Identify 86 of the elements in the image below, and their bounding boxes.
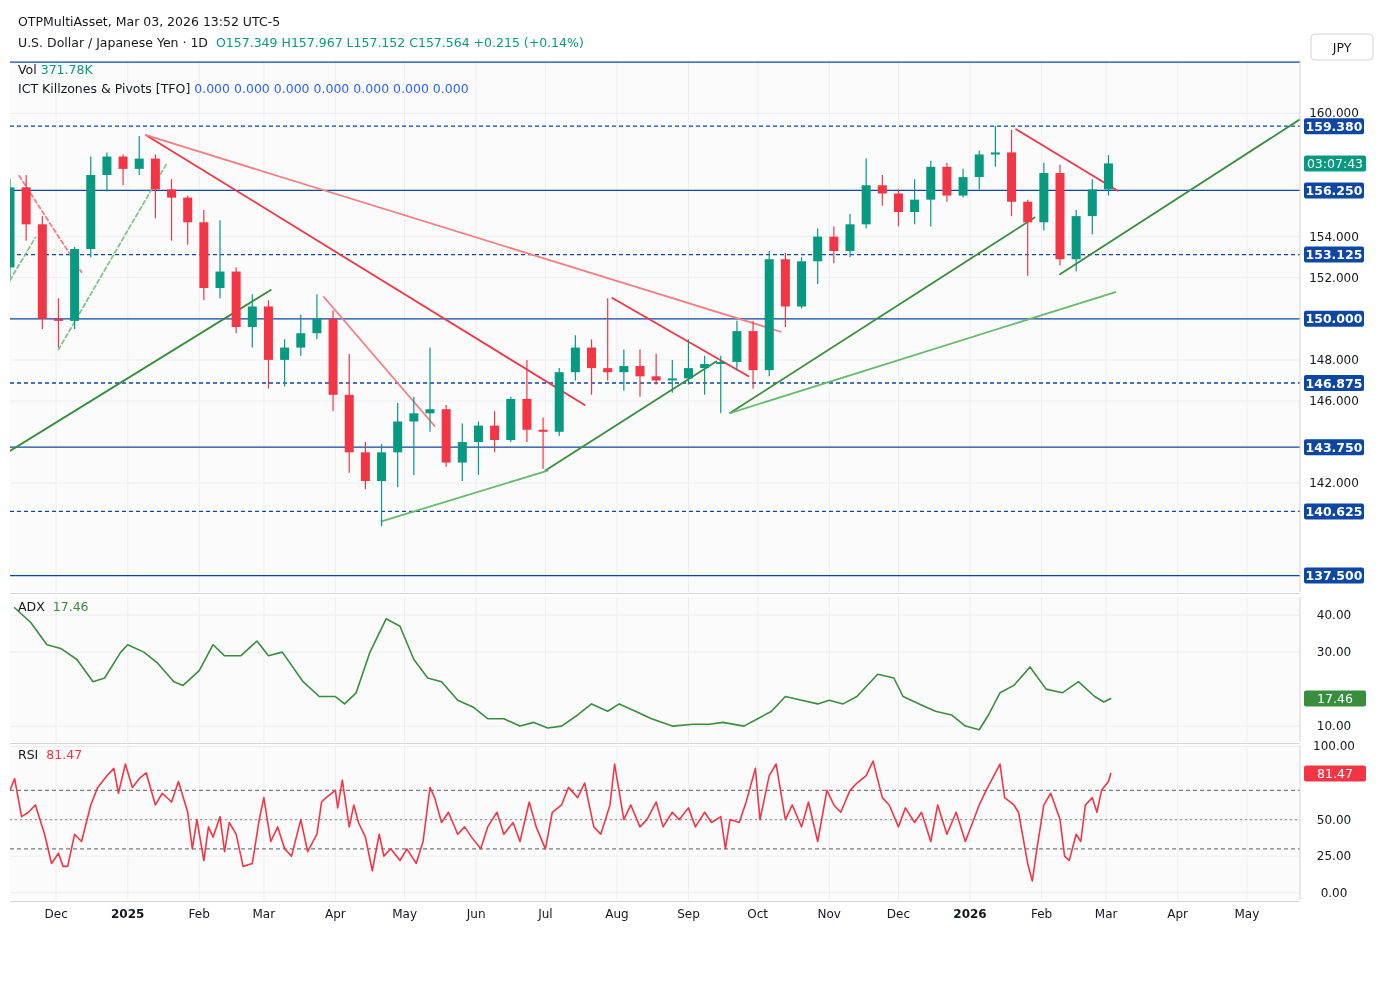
candlestick [118, 153, 128, 186]
candlestick [538, 416, 548, 470]
x-tick-label: Sep [677, 907, 700, 921]
annotation: 81.47 [46, 747, 83, 762]
annotation: Vol 371.78K [18, 62, 94, 77]
y-tick-label: 25.00 [1316, 849, 1352, 864]
ref-line-label: 150.000 [1305, 311, 1363, 327]
x-tick-label: Apr [325, 907, 346, 921]
x-tick-label: Oct [747, 907, 769, 921]
candlestick [296, 314, 306, 357]
x-tick-label: 2026 [953, 907, 987, 921]
chart-subtitle: O157.349 H157.967 L157.152 C157.564 +0.215 (+0.14%) [216, 35, 584, 50]
x-tick-label: Aug [605, 907, 629, 921]
y-tick-label: 160.000 [1309, 106, 1359, 121]
candlestick [247, 293, 257, 349]
x-tick-label: Dec [44, 907, 68, 921]
candlestick [877, 174, 887, 207]
y-tick-label: 142.000 [1309, 476, 1359, 491]
candlestick [635, 349, 645, 398]
y-tick-label: 100.00 [1313, 739, 1355, 754]
y-tick-label: 50.00 [1316, 812, 1352, 827]
candlestick [667, 359, 677, 394]
candlestick [53, 297, 63, 349]
x-tick-label: Dec [886, 907, 911, 921]
ref-line-label: 146.875 [1305, 375, 1363, 391]
candlestick [974, 149, 984, 191]
candlestick [490, 410, 500, 453]
candlestick [425, 346, 435, 433]
y-tick-label: 30.00 [1316, 645, 1352, 660]
candlestick [1023, 199, 1033, 277]
candlestick [457, 422, 467, 482]
candlestick [910, 178, 920, 225]
candlestick [134, 135, 144, 176]
x-tick-label: Mar [252, 907, 276, 921]
candlestick [893, 188, 903, 227]
y-tick-label: 154.000 [1309, 229, 1359, 244]
x-tick-label: Jun [465, 907, 486, 921]
x-tick-label: Feb [1030, 907, 1053, 921]
candlestick [619, 349, 629, 392]
candlestick [716, 355, 726, 414]
x-tick-label: Jul [537, 907, 553, 921]
x-tick-label: Apr [1167, 907, 1189, 921]
text: 17.46 [1317, 691, 1353, 706]
x-tick-label: Nov [817, 907, 841, 921]
y-tick-label: 40.00 [1316, 608, 1352, 623]
candlestick [409, 396, 419, 476]
chart-title: ADX [18, 599, 45, 614]
line-series [10, 760, 1112, 882]
ref-line-label: 137.500 [1305, 568, 1363, 584]
y-tick-label: 10.00 [1316, 719, 1352, 734]
ref-line-label: 156.250 [1305, 182, 1363, 198]
text: 81.47 [1317, 766, 1353, 782]
annotation: 17.46 [52, 599, 89, 614]
candlestick [473, 420, 483, 476]
chart-title: RSI [18, 747, 39, 762]
x-tick-label: 2025 [110, 907, 145, 921]
candlestick [312, 293, 322, 340]
y-tick-label: 148.000 [1309, 352, 1359, 367]
y-tick-label: 152.000 [1309, 270, 1359, 285]
annotation: ICT Killzones & Pivots [TFO] 0.000 0.000 0.000 0.000 0.000 0.000 0.000 [18, 81, 469, 96]
text: JPY [1331, 39, 1352, 55]
candlestick [829, 225, 839, 264]
candlestick [167, 178, 177, 242]
x-tick-label: Mar [1094, 907, 1118, 921]
candlestick [587, 338, 597, 396]
y-tick-label: 146.000 [1309, 393, 1359, 408]
candlestick [990, 125, 1000, 168]
text: OTPMultiAsset, Mar 03, 2026 13:52 UTC-5 [18, 14, 281, 29]
ref-line-label: 143.750 [1305, 439, 1363, 455]
candlestick [700, 355, 710, 396]
candlestick [102, 151, 112, 193]
ref-line-label: 159.380 [1305, 118, 1363, 134]
candlestick [603, 297, 613, 382]
candlestick [958, 168, 968, 199]
x-tick-label: Feb [188, 907, 210, 921]
y-tick-label: 0.00 [1320, 885, 1348, 900]
candlestick [651, 353, 661, 386]
candlestick [215, 219, 225, 299]
ref-line-label: 140.625 [1305, 503, 1363, 519]
chart-title: U.S. Dollar / Japanese Yen · 1D [18, 35, 208, 50]
candlestick [683, 338, 693, 386]
text: 03:07:43 [1306, 155, 1364, 171]
ref-line-label: 153.125 [1305, 247, 1363, 263]
candlestick [280, 338, 290, 388]
x-tick-label: May [1234, 907, 1260, 921]
x-tick-label: May [392, 907, 418, 921]
